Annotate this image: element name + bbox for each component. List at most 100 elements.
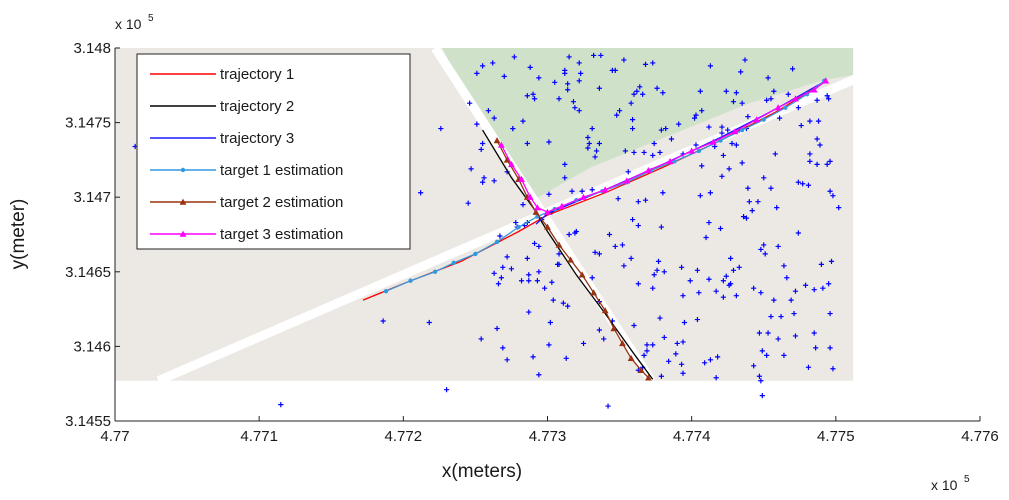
measurement-point: [696, 290, 702, 296]
x-axis-label: x(meters): [442, 461, 522, 482]
measurement-point: [580, 340, 587, 347]
measurement-point: [660, 190, 666, 196]
measurement-point: [621, 263, 627, 269]
measurement-point: [635, 222, 641, 229]
measurement-point: [612, 67, 618, 73]
measurement-point: [739, 160, 745, 166]
measurement-point: [657, 315, 663, 321]
measurement-point: [494, 325, 500, 332]
measurement-point: [651, 140, 657, 147]
measurement-point: [565, 87, 571, 93]
measurement-point: [438, 125, 444, 132]
estimate-point: [739, 127, 745, 133]
measurement-point: [706, 124, 712, 130]
measurement-point: [513, 219, 519, 226]
measurement-point: [745, 185, 751, 191]
measurement-point: [642, 61, 649, 68]
estimate-point: [822, 77, 830, 84]
measurement-point: [606, 231, 613, 238]
y-tick-label: 3.1465: [65, 264, 111, 281]
measurement-point: [596, 251, 602, 257]
measurement-point: [765, 75, 771, 81]
measurement-point: [562, 67, 568, 73]
measurement-point: [676, 121, 682, 127]
measurement-point: [504, 357, 510, 363]
measurement-point: [612, 243, 618, 250]
measurement-point: [778, 313, 784, 320]
estimate-point: [761, 117, 766, 122]
measurement-point: [758, 290, 764, 296]
measurement-point: [691, 115, 698, 121]
legend-label: trajectory 1: [220, 66, 294, 83]
measurement-point: [641, 352, 647, 358]
y-tick-label: 3.148: [73, 40, 111, 57]
measurement-point: [758, 378, 764, 384]
measurement-point: [826, 96, 832, 102]
measurement-point: [498, 275, 504, 281]
estimate-point: [623, 177, 631, 184]
measurement-point: [586, 140, 592, 147]
measurement-point: [719, 130, 725, 136]
measurement-point: [480, 179, 486, 185]
measurement-point: [738, 69, 744, 75]
estimate-point: [709, 138, 717, 145]
measurement-point: [706, 276, 712, 282]
measurement-point: [629, 125, 636, 132]
measurement-point: [619, 242, 626, 248]
measurement-point: [789, 66, 796, 72]
measurement-point: [814, 161, 820, 167]
measurement-point: [827, 188, 833, 194]
measurement-point: [593, 148, 600, 154]
estimate-point: [783, 105, 788, 110]
x-multiplier: x 10 5: [931, 474, 970, 493]
measurement-point: [556, 96, 562, 102]
measurement-point: [467, 100, 473, 106]
measurement-point: [591, 52, 597, 59]
measurement-point: [530, 354, 536, 360]
measurement-point: [761, 175, 767, 181]
measurement-point: [651, 272, 657, 278]
measurement-point: [768, 96, 774, 102]
measurement-point: [697, 193, 703, 199]
measurement-point: [556, 261, 562, 267]
measurement-point: [642, 197, 649, 203]
legend-label: trajectory 3: [220, 130, 294, 147]
measurement-point: [550, 297, 556, 303]
measurement-point: [759, 393, 765, 399]
measurement-point: [680, 293, 686, 299]
measurement-point: [650, 342, 656, 348]
legend-marker: [179, 230, 187, 237]
legend-entry: target 1 estimation: [150, 162, 343, 179]
measurement-point: [827, 310, 833, 317]
measurement-point: [774, 205, 780, 211]
measurement-point: [616, 108, 623, 114]
measurement-point: [811, 330, 817, 336]
measurement-point: [828, 258, 835, 264]
measurement-point: [495, 281, 502, 287]
estimate-point: [451, 260, 456, 266]
measurement-point: [485, 108, 491, 114]
estimate-point: [532, 208, 540, 215]
measurement-point: [745, 114, 751, 120]
measurement-point: [654, 267, 660, 273]
measurement-point: [771, 88, 777, 94]
measurement-point: [772, 151, 778, 157]
measurement-point: [418, 190, 424, 196]
measurement-point: [814, 136, 820, 142]
measurement-point: [556, 251, 562, 257]
measurement-point: [546, 139, 552, 145]
measurement-point: [563, 355, 569, 361]
estimate-point: [526, 193, 534, 200]
legend-entry: trajectory 3: [150, 130, 294, 147]
measurement-point: [720, 278, 726, 284]
measurement-point: [566, 54, 572, 60]
measurement-point: [739, 100, 745, 106]
series-5: [493, 137, 652, 381]
x-tick-label: 4.77: [100, 428, 129, 445]
measurement-point: [761, 242, 767, 248]
measurement-point: [733, 90, 739, 96]
measurement-point: [500, 264, 506, 270]
y-tick-label: 3.147: [73, 189, 111, 206]
measurement-point: [668, 136, 675, 142]
measurement-point: [631, 322, 637, 329]
